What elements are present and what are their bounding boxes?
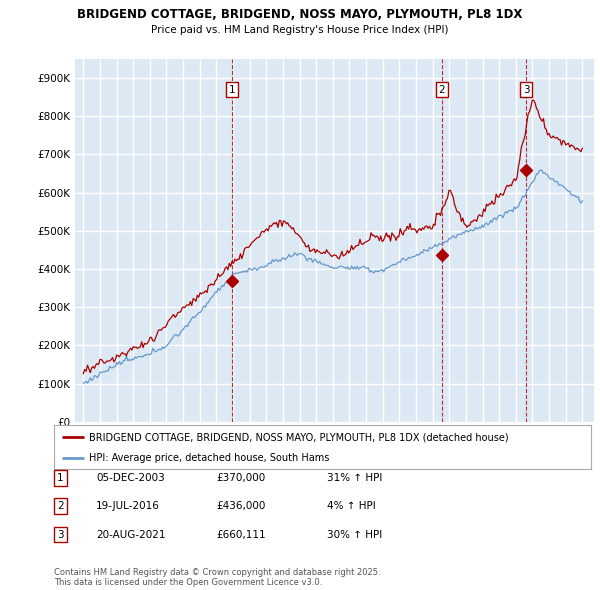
Text: 2: 2 <box>57 502 64 511</box>
Text: 19-JUL-2016: 19-JUL-2016 <box>96 502 160 511</box>
Text: 2: 2 <box>439 84 445 94</box>
Text: £660,111: £660,111 <box>216 530 266 539</box>
Text: Price paid vs. HM Land Registry's House Price Index (HPI): Price paid vs. HM Land Registry's House … <box>151 25 449 35</box>
Text: BRIDGEND COTTAGE, BRIDGEND, NOSS MAYO, PLYMOUTH, PL8 1DX (detached house): BRIDGEND COTTAGE, BRIDGEND, NOSS MAYO, P… <box>89 432 509 442</box>
Text: 31% ↑ HPI: 31% ↑ HPI <box>327 473 382 483</box>
Text: 3: 3 <box>523 84 530 94</box>
Text: 30% ↑ HPI: 30% ↑ HPI <box>327 530 382 539</box>
Text: £370,000: £370,000 <box>216 473 265 483</box>
Text: 20-AUG-2021: 20-AUG-2021 <box>96 530 166 539</box>
Text: BRIDGEND COTTAGE, BRIDGEND, NOSS MAYO, PLYMOUTH, PL8 1DX: BRIDGEND COTTAGE, BRIDGEND, NOSS MAYO, P… <box>77 8 523 21</box>
Text: 1: 1 <box>229 84 235 94</box>
Text: £436,000: £436,000 <box>216 502 265 511</box>
Text: 05-DEC-2003: 05-DEC-2003 <box>96 473 165 483</box>
Text: 3: 3 <box>57 530 64 539</box>
Text: HPI: Average price, detached house, South Hams: HPI: Average price, detached house, Sout… <box>89 453 329 463</box>
Text: 4% ↑ HPI: 4% ↑ HPI <box>327 502 376 511</box>
Text: Contains HM Land Registry data © Crown copyright and database right 2025.
This d: Contains HM Land Registry data © Crown c… <box>54 568 380 587</box>
Text: 1: 1 <box>57 473 64 483</box>
